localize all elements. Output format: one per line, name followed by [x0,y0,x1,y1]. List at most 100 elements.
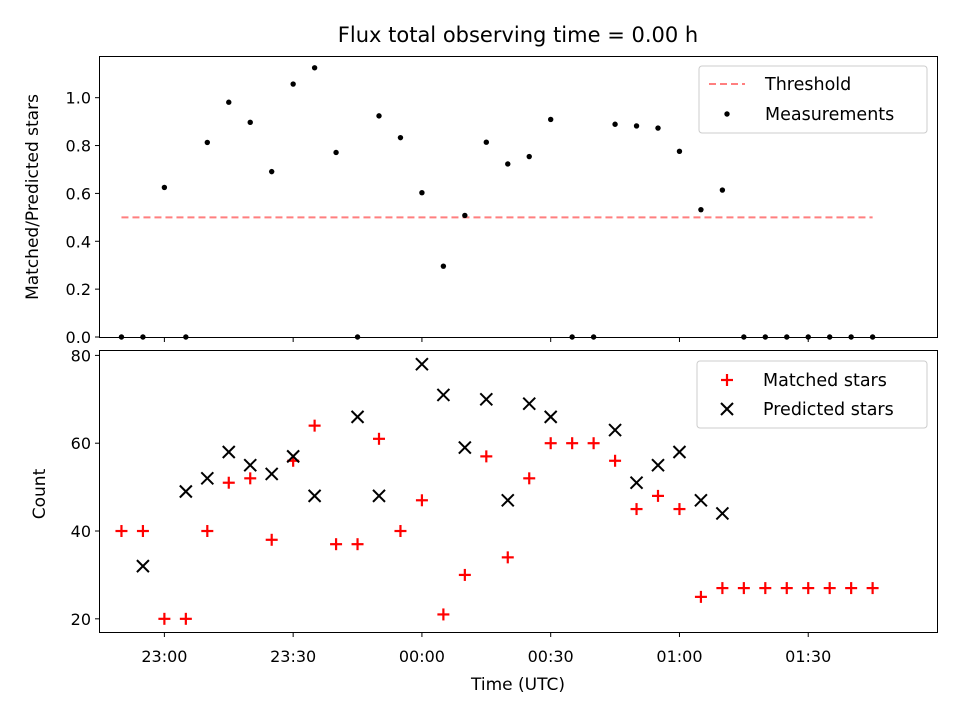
measurement-point [633,123,640,129]
predicted-star-point [136,559,150,573]
count-panel: Count Time (UTC) 20 40 60 80 23:00 23:30 00:00… [30,346,938,695]
predicted-star-point [307,489,322,503]
predicted-star-point [608,423,622,437]
x-tick-label: 00:00 [399,647,445,666]
measurement-point [505,161,511,167]
measurement-point [226,99,232,105]
ratio-y-tick-label: 0.6 [66,184,91,203]
predicted-star-point [286,449,300,464]
count-y-tick-label: 60 [71,434,91,453]
matched-star-point [587,437,600,450]
matched-star-point [737,582,750,595]
measurement-point [526,153,532,160]
legend-predicted-swatch [720,402,734,416]
count-axes: 20 40 60 80 23:00 23:30 00:00 00:30 01:00 01:30 [71,346,832,666]
ratio-y-tick-label: 0.4 [66,232,91,251]
count-axes-frame [99,350,938,633]
matched-star-point [158,612,171,625]
count-legend-box [696,360,928,429]
predicted-star-point [243,458,257,472]
matched-star-point [351,538,364,551]
predicted-star-point [372,489,386,503]
measurement-point [376,113,382,119]
x-tick-label: 23:00 [141,647,187,666]
matched-star-point [566,437,579,450]
x-tick-label: 23:30 [270,647,316,666]
matched-star-point [609,454,622,467]
matched-star-point [222,476,235,489]
measurement-point [462,212,468,219]
ratio-y-tick-label: 0.0 [66,328,91,347]
x-axis-label: Time (UTC) [470,675,565,695]
measurement-point [311,65,318,71]
predicted-star-point [629,476,644,490]
matched-star-point [437,608,450,621]
ratio-y-axis-label: Matched/Predicted stars [23,94,43,300]
legend-predicted-label: Predicted stars [763,400,894,420]
matched-star-point [759,582,772,595]
ratio-legend-box [698,65,928,134]
predicted-star-point [672,445,687,459]
x-tick-label: 00:30 [528,647,574,666]
matched-star-point [544,437,557,450]
matched-star-point [265,533,278,546]
predicted-star-point [179,484,193,499]
count-y-tick-label: 20 [71,610,91,629]
predicted-star-point [501,493,515,507]
predicted-star-point [522,396,536,411]
matched-star-point [201,525,214,538]
measurement-point [612,121,618,127]
measurement-point [333,149,339,156]
legend-matched-label: Matched stars [763,371,887,391]
measurement-point [247,119,253,126]
measurement-point [676,148,683,154]
measurement-point [719,187,726,193]
ratio-axes: 0.0 0.2 0.4 0.6 0.8 1.0 [66,89,809,347]
measurement-point [440,263,447,269]
chart-title: Flux total observing time = 0.00 h [338,23,698,47]
measurement-point [547,116,554,123]
ratio-y-tick-label: 1.0 [66,89,91,108]
ratio-legend: Threshold Measurements [698,65,928,134]
predicted-star-point [415,357,429,371]
legend-matched-swatch [721,374,733,386]
measurement-point [419,189,425,196]
measurement-point [161,184,168,191]
legend-threshold-label: Threshold [764,75,851,95]
predicted-star-point [200,471,215,486]
matched-star-point [394,525,407,538]
count-plot-area [115,357,879,625]
predicted-star-point [350,410,365,424]
matched-star-point [244,472,257,485]
matched-star-point [330,538,343,551]
measurement-point [655,125,661,131]
matched-star-point [501,551,514,564]
count-y-tick-label: 80 [71,346,91,365]
matched-star-point [866,582,879,595]
matched-star-point [780,582,793,595]
matched-star-point [652,489,664,502]
ratio-panel: Flux total observing time = 0.00 h Match… [23,23,938,347]
count-legend: Matched stars Predicted stars [696,360,928,429]
matched-star-point [480,450,493,463]
measurement-point [698,206,704,213]
x-tick-label: 01:30 [785,647,831,666]
measurement-point [483,139,490,145]
matched-star-point [523,472,536,485]
predicted-star-point [264,467,279,481]
matched-star-point [179,612,192,625]
ratio-axes-frame [99,56,938,338]
predicted-star-point [543,410,558,424]
matched-star-point [415,494,428,507]
measurement-point [268,168,275,175]
ratio-y-tick-label: 0.8 [66,137,91,156]
predicted-star-point [651,458,665,472]
matched-star-point [373,432,385,445]
predicted-star-point [479,392,494,407]
count-y-axis-label: Count [30,468,50,519]
predicted-star-point [222,445,236,459]
matched-star-point [115,525,128,538]
matched-star-point [694,590,707,603]
x-tick-label: 01:00 [656,647,702,666]
